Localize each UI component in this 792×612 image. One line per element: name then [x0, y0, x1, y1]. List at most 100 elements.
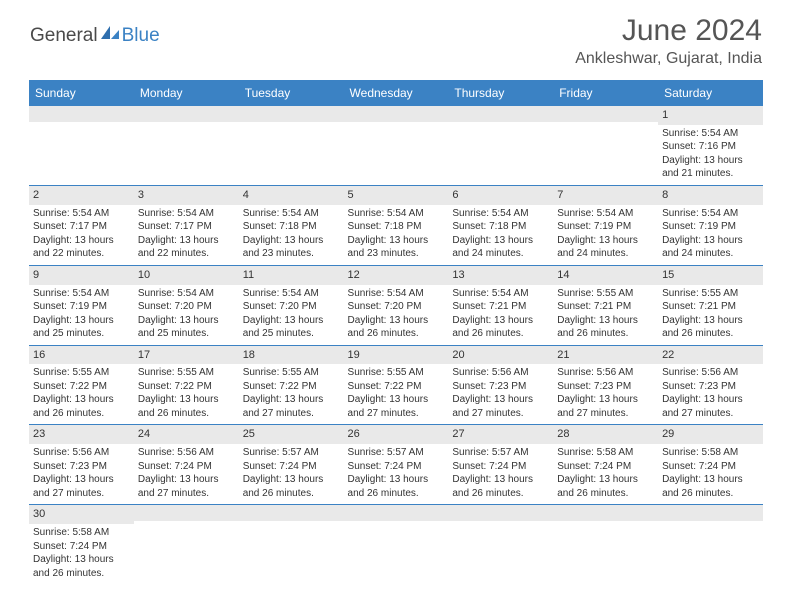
sunset-text: Sunset: 7:21 PM — [452, 300, 549, 314]
daylight-text: Daylight: 13 hours and 21 minutes. — [662, 154, 759, 181]
day-body: Sunrise: 5:54 AMSunset: 7:19 PMDaylight:… — [658, 205, 763, 265]
calendar-row: 30Sunrise: 5:58 AMSunset: 7:24 PMDayligh… — [29, 505, 763, 584]
sunset-text: Sunset: 7:18 PM — [452, 220, 549, 234]
sunset-text: Sunset: 7:23 PM — [33, 460, 130, 474]
day-body — [658, 521, 763, 527]
day-number: 16 — [29, 346, 134, 365]
daylight-text: Daylight: 13 hours and 22 minutes. — [33, 234, 130, 261]
sunset-text: Sunset: 7:23 PM — [452, 380, 549, 394]
day-number — [448, 505, 553, 521]
day-body — [239, 521, 344, 527]
day-body: Sunrise: 5:54 AMSunset: 7:16 PMDaylight:… — [658, 125, 763, 185]
day-body — [553, 521, 658, 527]
day-body: Sunrise: 5:58 AMSunset: 7:24 PMDaylight:… — [553, 444, 658, 504]
day-body: Sunrise: 5:55 AMSunset: 7:22 PMDaylight:… — [344, 364, 449, 424]
brand-part1: General — [30, 25, 98, 47]
day-number: 24 — [134, 425, 239, 444]
calendar-cell: 27Sunrise: 5:57 AMSunset: 7:24 PMDayligh… — [448, 425, 553, 505]
day-number: 22 — [658, 346, 763, 365]
brand-logo: General Blue — [30, 24, 160, 47]
sunset-text: Sunset: 7:24 PM — [557, 460, 654, 474]
sunrise-text: Sunrise: 5:54 AM — [662, 127, 759, 141]
calendar-cell — [553, 106, 658, 185]
weekday-header: Friday — [553, 80, 658, 106]
sunrise-text: Sunrise: 5:54 AM — [348, 207, 445, 221]
sunrise-text: Sunrise: 5:57 AM — [243, 446, 340, 460]
day-number: 27 — [448, 425, 553, 444]
sunset-text: Sunset: 7:19 PM — [662, 220, 759, 234]
daylight-text: Daylight: 13 hours and 22 minutes. — [138, 234, 235, 261]
calendar-cell: 11Sunrise: 5:54 AMSunset: 7:20 PMDayligh… — [239, 265, 344, 345]
day-body: Sunrise: 5:54 AMSunset: 7:17 PMDaylight:… — [29, 205, 134, 265]
day-body — [29, 122, 134, 128]
sunset-text: Sunset: 7:24 PM — [452, 460, 549, 474]
day-body — [448, 122, 553, 128]
sunrise-text: Sunrise: 5:54 AM — [138, 287, 235, 301]
calendar-row: 2Sunrise: 5:54 AMSunset: 7:17 PMDaylight… — [29, 185, 763, 265]
day-number: 8 — [658, 186, 763, 205]
sunset-text: Sunset: 7:21 PM — [662, 300, 759, 314]
day-number: 11 — [239, 266, 344, 285]
day-number: 23 — [29, 425, 134, 444]
calendar-cell: 6Sunrise: 5:54 AMSunset: 7:18 PMDaylight… — [448, 185, 553, 265]
calendar-cell: 17Sunrise: 5:55 AMSunset: 7:22 PMDayligh… — [134, 345, 239, 425]
sunset-text: Sunset: 7:21 PM — [557, 300, 654, 314]
title-area: June 2024 Ankleshwar, Gujarat, India — [575, 14, 762, 68]
day-body — [344, 122, 449, 128]
sunset-text: Sunset: 7:18 PM — [243, 220, 340, 234]
calendar-table: Sunday Monday Tuesday Wednesday Thursday… — [29, 80, 763, 584]
calendar-cell — [134, 505, 239, 584]
sunrise-text: Sunrise: 5:56 AM — [452, 366, 549, 380]
day-number: 15 — [658, 266, 763, 285]
day-body: Sunrise: 5:55 AMSunset: 7:22 PMDaylight:… — [29, 364, 134, 424]
sunset-text: Sunset: 7:17 PM — [33, 220, 130, 234]
calendar-cell: 2Sunrise: 5:54 AMSunset: 7:17 PMDaylight… — [29, 185, 134, 265]
daylight-text: Daylight: 13 hours and 25 minutes. — [243, 314, 340, 341]
day-body: Sunrise: 5:56 AMSunset: 7:23 PMDaylight:… — [448, 364, 553, 424]
weekday-header-row: Sunday Monday Tuesday Wednesday Thursday… — [29, 80, 763, 106]
day-number — [344, 505, 449, 521]
day-body: Sunrise: 5:54 AMSunset: 7:18 PMDaylight:… — [344, 205, 449, 265]
sunset-text: Sunset: 7:19 PM — [33, 300, 130, 314]
calendar-cell — [658, 505, 763, 584]
day-number: 18 — [239, 346, 344, 365]
day-body: Sunrise: 5:58 AMSunset: 7:24 PMDaylight:… — [658, 444, 763, 504]
calendar-cell: 1Sunrise: 5:54 AMSunset: 7:16 PMDaylight… — [658, 106, 763, 185]
sunrise-text: Sunrise: 5:55 AM — [348, 366, 445, 380]
daylight-text: Daylight: 13 hours and 27 minutes. — [348, 393, 445, 420]
daylight-text: Daylight: 13 hours and 27 minutes. — [452, 393, 549, 420]
calendar-row: 9Sunrise: 5:54 AMSunset: 7:19 PMDaylight… — [29, 265, 763, 345]
sunrise-text: Sunrise: 5:58 AM — [662, 446, 759, 460]
sunset-text: Sunset: 7:24 PM — [243, 460, 340, 474]
sunrise-text: Sunrise: 5:58 AM — [557, 446, 654, 460]
daylight-text: Daylight: 13 hours and 26 minutes. — [452, 473, 549, 500]
calendar-cell: 5Sunrise: 5:54 AMSunset: 7:18 PMDaylight… — [344, 185, 449, 265]
calendar-cell — [448, 505, 553, 584]
sunset-text: Sunset: 7:17 PM — [138, 220, 235, 234]
month-title: June 2024 — [575, 14, 762, 48]
day-body — [553, 122, 658, 128]
sunset-text: Sunset: 7:24 PM — [662, 460, 759, 474]
sunset-text: Sunset: 7:20 PM — [348, 300, 445, 314]
daylight-text: Daylight: 13 hours and 26 minutes. — [662, 473, 759, 500]
day-number: 13 — [448, 266, 553, 285]
calendar-cell — [448, 106, 553, 185]
sunrise-text: Sunrise: 5:54 AM — [452, 207, 549, 221]
calendar-cell: 19Sunrise: 5:55 AMSunset: 7:22 PMDayligh… — [344, 345, 449, 425]
daylight-text: Daylight: 13 hours and 24 minutes. — [452, 234, 549, 261]
day-body: Sunrise: 5:54 AMSunset: 7:19 PMDaylight:… — [29, 285, 134, 345]
day-body: Sunrise: 5:56 AMSunset: 7:23 PMDaylight:… — [553, 364, 658, 424]
day-body: Sunrise: 5:54 AMSunset: 7:20 PMDaylight:… — [344, 285, 449, 345]
sunrise-text: Sunrise: 5:57 AM — [348, 446, 445, 460]
daylight-text: Daylight: 13 hours and 25 minutes. — [33, 314, 130, 341]
daylight-text: Daylight: 13 hours and 23 minutes. — [243, 234, 340, 261]
day-body: Sunrise: 5:55 AMSunset: 7:22 PMDaylight:… — [134, 364, 239, 424]
sunset-text: Sunset: 7:16 PM — [662, 140, 759, 154]
weekday-header: Monday — [134, 80, 239, 106]
header: General Blue June 2024 Ankleshwar, Gujar… — [0, 0, 792, 74]
sunrise-text: Sunrise: 5:55 AM — [243, 366, 340, 380]
weekday-header: Thursday — [448, 80, 553, 106]
day-body: Sunrise: 5:56 AMSunset: 7:23 PMDaylight:… — [658, 364, 763, 424]
daylight-text: Daylight: 13 hours and 26 minutes. — [138, 393, 235, 420]
brand-part2: Blue — [122, 25, 160, 47]
